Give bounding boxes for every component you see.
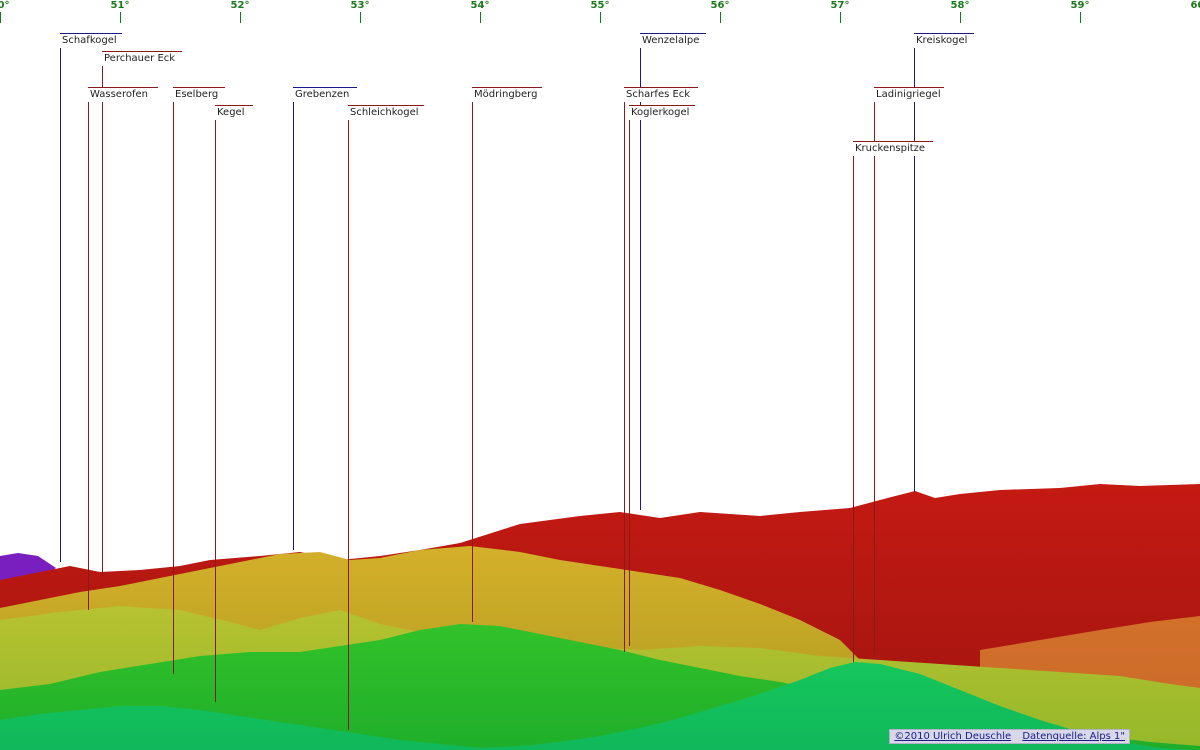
peak-line <box>88 88 89 610</box>
axis-tick-label: 51° <box>110 0 130 11</box>
axis-tick: 54° <box>460 0 500 23</box>
peak-label: Kegel <box>215 105 253 120</box>
footer-credits: ©2010 Ulrich Deuschle Datenquelle: Alps … <box>889 729 1130 744</box>
data-source-link[interactable]: Datenquelle: Alps 1" <box>1022 731 1125 742</box>
peak-name: Schleichkogel <box>350 107 419 118</box>
peak-name: Perchauer Eck <box>104 53 176 64</box>
peak-name: Scharfes Eck <box>626 89 691 100</box>
peak-line <box>853 142 854 662</box>
peak-label: Scharfes Eck <box>624 87 698 102</box>
peak-label: Schleichkogel <box>348 105 424 120</box>
peak-name: Kegel <box>217 107 245 118</box>
axis-tick: 53° <box>340 0 380 23</box>
ridge-teal <box>0 662 1200 750</box>
peak-line <box>914 34 915 492</box>
peak-line <box>102 52 103 576</box>
axis-tick: 58° <box>940 0 980 23</box>
peak-line <box>60 34 61 562</box>
peak-label: Koglerkogel <box>629 105 695 120</box>
peak-name: Koglerkogel <box>631 107 690 118</box>
peak-label: Mödringberg <box>472 87 542 102</box>
peak-label: Perchauer Eck <box>102 51 182 66</box>
axis-tick-label: 59° <box>1070 0 1090 11</box>
copyright-link[interactable]: ©2010 Ulrich Deuschle <box>894 731 1012 742</box>
peak-label: Kruckenspitze <box>853 141 933 156</box>
axis-tick-label: 58° <box>950 0 970 11</box>
axis-tick: 59° <box>1060 0 1100 23</box>
peak-line <box>624 88 625 652</box>
peak-name: Kreiskogel <box>916 35 968 46</box>
peak-name: Mödringberg <box>474 89 538 100</box>
axis-tick-label: 55° <box>590 0 610 11</box>
peak-label: Schafkogel <box>60 33 122 48</box>
peak-name: Wasserofen <box>90 89 148 100</box>
peak-line <box>472 88 473 622</box>
axis-tick: 50° <box>0 0 20 23</box>
axis-tick-label: 54° <box>470 0 490 11</box>
peak-line <box>629 106 630 646</box>
peak-line <box>640 34 641 510</box>
peak-name: Eselberg <box>175 89 219 100</box>
peak-line <box>215 106 216 702</box>
peak-name: Wenzelalpe <box>642 35 700 46</box>
axis-tick-label: 60° <box>1190 0 1200 11</box>
axis-tick-label: 50° <box>0 0 10 11</box>
axis-tick: 60° <box>1180 0 1200 23</box>
peak-line <box>293 88 294 550</box>
peak-label: Ladinigriegel <box>874 87 944 102</box>
axis-tick: 55° <box>580 0 620 23</box>
peak-name: Ladinigriegel <box>876 89 941 100</box>
axis-tick: 57° <box>820 0 860 23</box>
peak-label: Grebenzen <box>293 87 357 102</box>
axis-tick: 52° <box>220 0 260 23</box>
axis-tick-label: 52° <box>230 0 250 11</box>
axis-tick-label: 56° <box>710 0 730 11</box>
axis-tick: 51° <box>100 0 140 23</box>
peak-line <box>874 88 875 654</box>
axis-tick-label: 53° <box>350 0 370 11</box>
peak-name: Grebenzen <box>295 89 350 100</box>
peak-label: Wasserofen <box>88 87 158 102</box>
axis-tick: 56° <box>700 0 740 23</box>
peak-line <box>173 88 174 674</box>
peak-line <box>348 106 349 730</box>
peak-label: Kreiskogel <box>914 33 974 48</box>
peak-label: Wenzelalpe <box>640 33 706 48</box>
peak-label: Eselberg <box>173 87 225 102</box>
peak-name: Kruckenspitze <box>855 143 926 154</box>
axis-tick-label: 57° <box>830 0 850 11</box>
peak-name: Schafkogel <box>62 35 117 46</box>
